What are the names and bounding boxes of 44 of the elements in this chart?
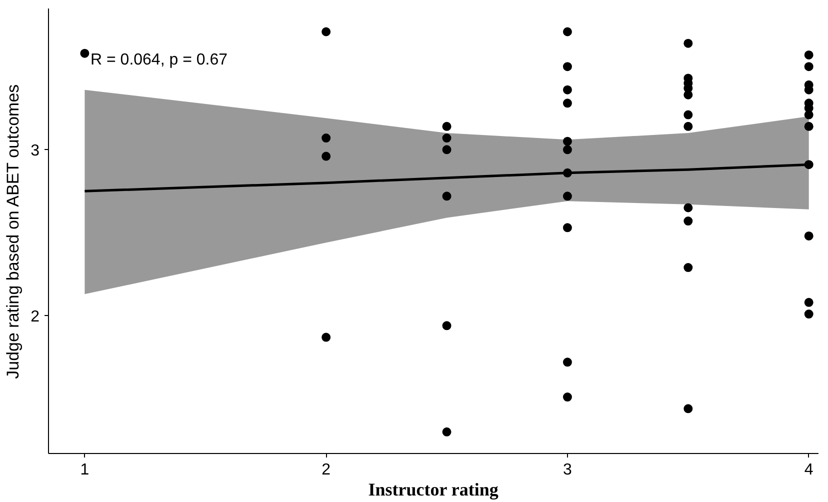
- point: [804, 160, 814, 170]
- point: [442, 427, 452, 436]
- point: [684, 203, 693, 212]
- point: [804, 298, 814, 307]
- point: [684, 38, 693, 48]
- point: [442, 134, 452, 143]
- point: [562, 392, 572, 402]
- point: [442, 145, 452, 154]
- point: [684, 122, 693, 131]
- point: [442, 321, 452, 330]
- x-tick-label: 2: [322, 462, 331, 478]
- point: [442, 122, 452, 131]
- point: [804, 110, 814, 120]
- point: [562, 358, 572, 367]
- point: [562, 27, 572, 36]
- point: [804, 122, 814, 131]
- point: [684, 110, 693, 120]
- point: [562, 145, 572, 154]
- point: [804, 62, 814, 72]
- point: [562, 136, 572, 146]
- point: [442, 192, 452, 201]
- point: [804, 310, 814, 319]
- x-tick-label: 3: [563, 462, 572, 478]
- point: [562, 192, 572, 201]
- x-tick-label: 4: [804, 462, 814, 478]
- y-axis-title: Judge rating based on ABET outcomes: [4, 84, 23, 379]
- point: [562, 168, 572, 178]
- point: [804, 231, 814, 240]
- point: [684, 263, 693, 272]
- point: [322, 134, 331, 143]
- annotation: R = 0.064, p = 0.67: [90, 52, 228, 68]
- x-axis-title: Instructor rating: [368, 480, 498, 500]
- point: [322, 152, 331, 161]
- point: [684, 216, 693, 226]
- point: [80, 48, 90, 58]
- point: [562, 223, 572, 232]
- point: [562, 62, 572, 72]
- point: [322, 332, 331, 342]
- x-tick-label: 1: [80, 462, 90, 478]
- point: [562, 98, 572, 108]
- point: [804, 50, 814, 60]
- point: [684, 404, 693, 414]
- point: [322, 27, 331, 36]
- point: [562, 85, 572, 94]
